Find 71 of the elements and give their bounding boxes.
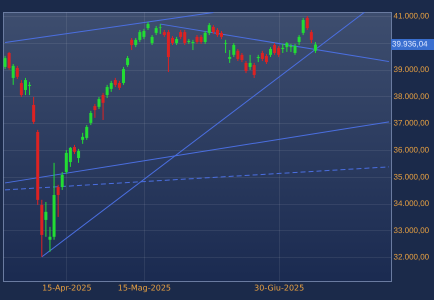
candlestick (179, 29, 182, 40)
y-tick-label: 37.000,00 (394, 118, 430, 128)
candlestick (240, 52, 244, 63)
candlestick (269, 46, 272, 58)
candlestick (191, 39, 194, 51)
candlestick (252, 62, 256, 78)
candlestick (277, 46, 280, 58)
candlestick (110, 80, 113, 92)
candlestick (273, 42, 276, 56)
candlestick (294, 43, 297, 56)
candlestick (60, 171, 64, 190)
candlestick (208, 22, 211, 36)
candlestick (44, 201, 48, 238)
candlestick (150, 34, 154, 46)
candlestick (264, 54, 268, 64)
candlestick (106, 84, 109, 99)
y-tick-label: 36.000,00 (394, 145, 430, 154)
candlestick (158, 24, 162, 34)
y-tick-label: 41.000,00 (394, 12, 430, 21)
y-tick-label: 33.000,00 (394, 226, 430, 235)
candlestick (204, 30, 207, 44)
candlestick (20, 80, 23, 98)
candlestick (285, 42, 288, 52)
candlestick (32, 96, 36, 124)
text: 39.936,04 (392, 40, 428, 49)
candlestick (314, 42, 317, 54)
candlestick (12, 63, 15, 86)
candlestick (72, 144, 76, 154)
candlestick (16, 65, 19, 80)
candlestick (183, 29, 186, 46)
x-tick-label: 15-Mag-2025 (118, 284, 172, 292)
candlestick (232, 42, 236, 58)
candlestick (154, 25, 158, 36)
candlestick (93, 103, 96, 118)
candlestick (138, 29, 142, 43)
candlestick (97, 96, 100, 110)
candlestick (130, 37, 134, 51)
candlestick (4, 55, 7, 70)
candlestick (142, 28, 146, 40)
candlestick (118, 80, 121, 90)
candlestick (298, 34, 301, 46)
y-tick-label: 35.000,00 (394, 172, 430, 182)
candlestick (302, 17, 305, 36)
y-tick-label: 38.000,00 (394, 92, 430, 101)
candlestick (126, 55, 130, 68)
candlestick (236, 48, 240, 62)
candlestick (77, 148, 80, 164)
candlestick (64, 149, 68, 174)
candlestick (56, 184, 60, 218)
candlestick (224, 39, 228, 54)
candlestick (89, 110, 92, 126)
y-tick-label: 34.000,00 (394, 199, 430, 208)
candlestick (244, 60, 248, 74)
y-tick-label: 32.000,00 (394, 252, 430, 262)
x-tick-label: 30-Giu-2025 (254, 284, 304, 292)
y-tick-label: 39.000,00 (394, 65, 430, 74)
candlestick (134, 37, 138, 48)
candlestick (114, 77, 117, 88)
candlestick (306, 16, 309, 30)
candlestick (85, 124, 88, 140)
x-tick-label: 15-Apr-2025 (42, 284, 92, 292)
candlestick (228, 50, 232, 64)
candlestick (122, 66, 125, 86)
candlestick (24, 77, 27, 96)
candlestick (8, 51, 11, 70)
candlestick (102, 92, 105, 120)
candlestick (260, 50, 264, 62)
candlestick (281, 43, 284, 54)
candlestick (248, 54, 252, 70)
candlestick (310, 29, 313, 44)
candlestick (28, 81, 32, 96)
